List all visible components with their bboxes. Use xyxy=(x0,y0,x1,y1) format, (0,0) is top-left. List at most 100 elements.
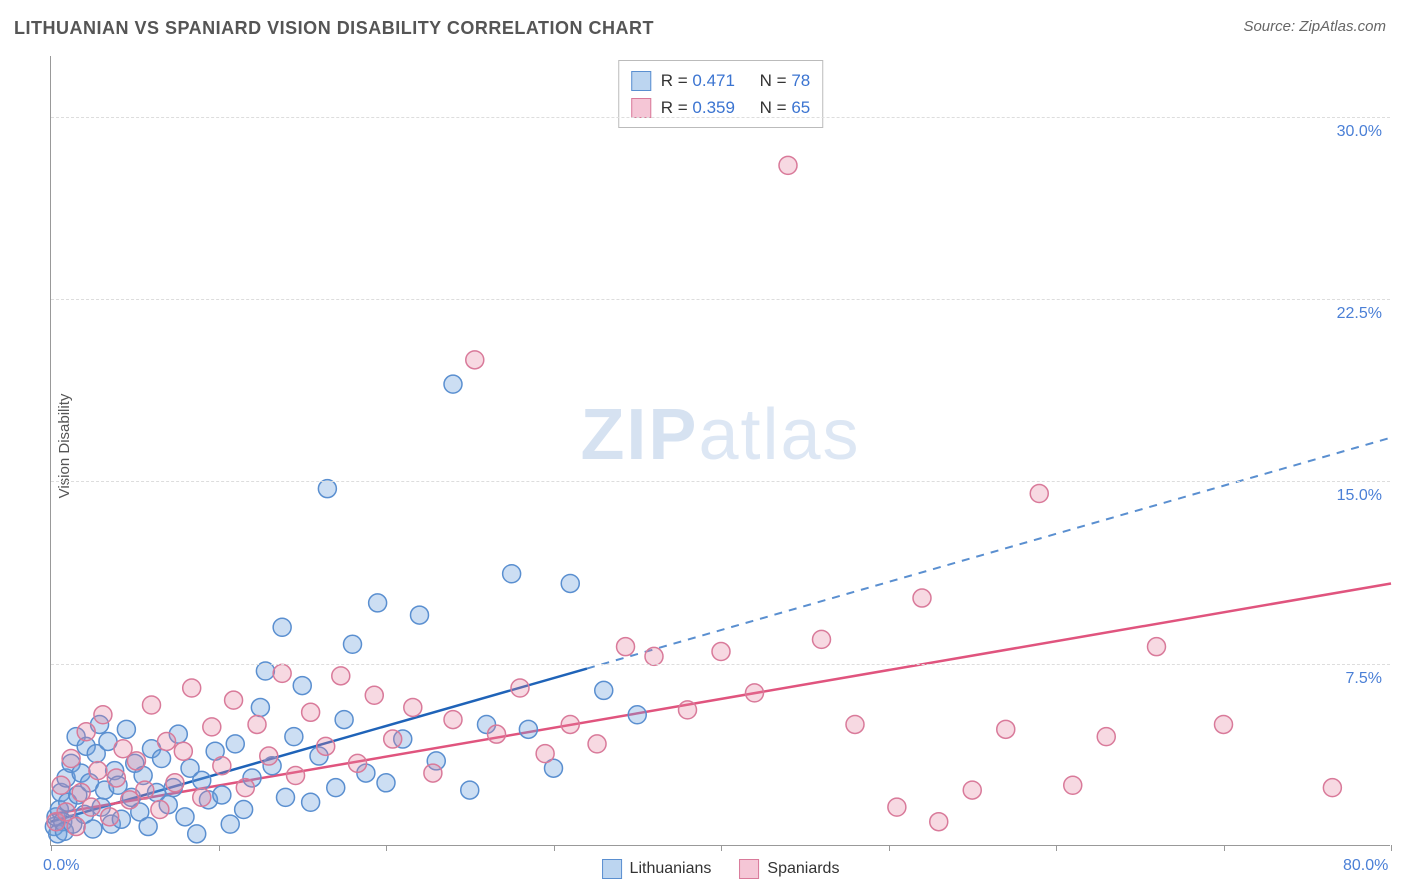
point-lithuanians xyxy=(139,818,157,836)
point-spaniards xyxy=(444,711,462,729)
point-spaniards xyxy=(561,715,579,733)
point-spaniards xyxy=(82,798,100,816)
x-tick-label: 0.0% xyxy=(43,857,79,875)
point-lithuanians xyxy=(344,635,362,653)
point-lithuanians xyxy=(176,808,194,826)
point-lithuanians xyxy=(503,565,521,583)
point-spaniards xyxy=(52,776,70,794)
point-spaniards xyxy=(77,723,95,741)
point-spaniards xyxy=(349,754,367,772)
point-lithuanians xyxy=(213,786,231,804)
point-spaniards xyxy=(166,774,184,792)
point-lithuanians xyxy=(519,720,537,738)
gridline xyxy=(51,481,1390,482)
point-lithuanians xyxy=(377,774,395,792)
gridline xyxy=(51,664,1390,665)
y-tick-label: 15.0% xyxy=(1337,487,1382,505)
x-tick xyxy=(219,845,220,851)
chart-container: LITHUANIAN VS SPANIARD VISION DISABILITY… xyxy=(0,0,1406,892)
point-spaniards xyxy=(846,715,864,733)
point-spaniards xyxy=(963,781,981,799)
point-lithuanians xyxy=(188,825,206,843)
point-spaniards xyxy=(1064,776,1082,794)
point-spaniards xyxy=(94,706,112,724)
stats-legend: R = 0.471 N = 78 R = 0.359 N = 65 xyxy=(618,60,824,128)
legend-item-spaniards: Spaniards xyxy=(739,859,839,879)
point-spaniards xyxy=(645,647,663,665)
point-lithuanians xyxy=(193,771,211,789)
point-lithuanians xyxy=(293,677,311,695)
legend-label-lithuanians: Lithuanians xyxy=(630,860,712,878)
x-tick-label: 80.0% xyxy=(1343,857,1388,875)
n-label: N = xyxy=(760,71,792,90)
point-lithuanians xyxy=(273,618,291,636)
point-spaniards xyxy=(225,691,243,709)
point-spaniards xyxy=(888,798,906,816)
stats-row-lithuanians: R = 0.471 N = 78 xyxy=(631,67,811,94)
series-legend: Lithuanians Spaniards xyxy=(602,859,840,879)
point-spaniards xyxy=(174,742,192,760)
point-spaniards xyxy=(236,779,254,797)
point-spaniards xyxy=(107,769,125,787)
point-spaniards xyxy=(746,684,764,702)
point-lithuanians xyxy=(444,375,462,393)
scatter-svg xyxy=(51,56,1390,845)
x-tick xyxy=(721,845,722,851)
point-spaniards xyxy=(151,801,169,819)
gridline xyxy=(51,299,1390,300)
n-value-spaniards: 65 xyxy=(791,98,810,117)
point-lithuanians xyxy=(561,574,579,592)
point-spaniards xyxy=(997,720,1015,738)
trend-line-dash-lithuanians xyxy=(587,438,1391,669)
r-value-lithuanians: 0.471 xyxy=(692,71,735,90)
point-lithuanians xyxy=(327,779,345,797)
point-lithuanians xyxy=(285,728,303,746)
point-spaniards xyxy=(536,745,554,763)
y-tick-label: 30.0% xyxy=(1337,123,1382,141)
point-spaniards xyxy=(67,818,85,836)
point-lithuanians xyxy=(411,606,429,624)
point-spaniards xyxy=(424,764,442,782)
point-spaniards xyxy=(813,630,831,648)
point-lithuanians xyxy=(221,815,239,833)
point-spaniards xyxy=(302,703,320,721)
source-attribution: Source: ZipAtlas.com xyxy=(1243,18,1386,35)
point-spaniards xyxy=(1148,638,1166,656)
x-tick xyxy=(1224,845,1225,851)
legend-item-lithuanians: Lithuanians xyxy=(602,859,712,879)
point-spaniards xyxy=(287,767,305,785)
r-label: R = xyxy=(661,71,693,90)
point-lithuanians xyxy=(153,749,171,767)
r-value-spaniards: 0.359 xyxy=(692,98,735,117)
point-spaniards xyxy=(488,725,506,743)
point-spaniards xyxy=(679,701,697,719)
point-spaniards xyxy=(143,696,161,714)
point-spaniards xyxy=(158,732,176,750)
point-spaniards xyxy=(365,686,383,704)
point-lithuanians xyxy=(251,698,269,716)
point-spaniards xyxy=(193,788,211,806)
point-lithuanians xyxy=(235,801,253,819)
point-lithuanians xyxy=(302,793,320,811)
y-tick-label: 7.5% xyxy=(1346,670,1382,688)
point-spaniards xyxy=(248,715,266,733)
point-lithuanians xyxy=(226,735,244,753)
n-value-lithuanians: 78 xyxy=(791,71,810,90)
point-spaniards xyxy=(404,698,422,716)
swatch-spaniards xyxy=(631,98,651,118)
plot-area: ZIPatlas R = 0.471 N = 78 R = 0.359 N = … xyxy=(50,56,1390,846)
point-spaniards xyxy=(317,737,335,755)
point-spaniards xyxy=(101,808,119,826)
point-lithuanians xyxy=(335,711,353,729)
point-spaniards xyxy=(213,757,231,775)
point-spaniards xyxy=(127,752,145,770)
swatch-lithuanians xyxy=(602,859,622,879)
point-spaniards xyxy=(466,351,484,369)
chart-title: LITHUANIAN VS SPANIARD VISION DISABILITY… xyxy=(14,18,654,39)
x-tick xyxy=(51,845,52,851)
point-spaniards xyxy=(203,718,221,736)
point-lithuanians xyxy=(277,788,295,806)
y-tick-label: 22.5% xyxy=(1337,305,1382,323)
point-spaniards xyxy=(588,735,606,753)
point-lithuanians xyxy=(369,594,387,612)
